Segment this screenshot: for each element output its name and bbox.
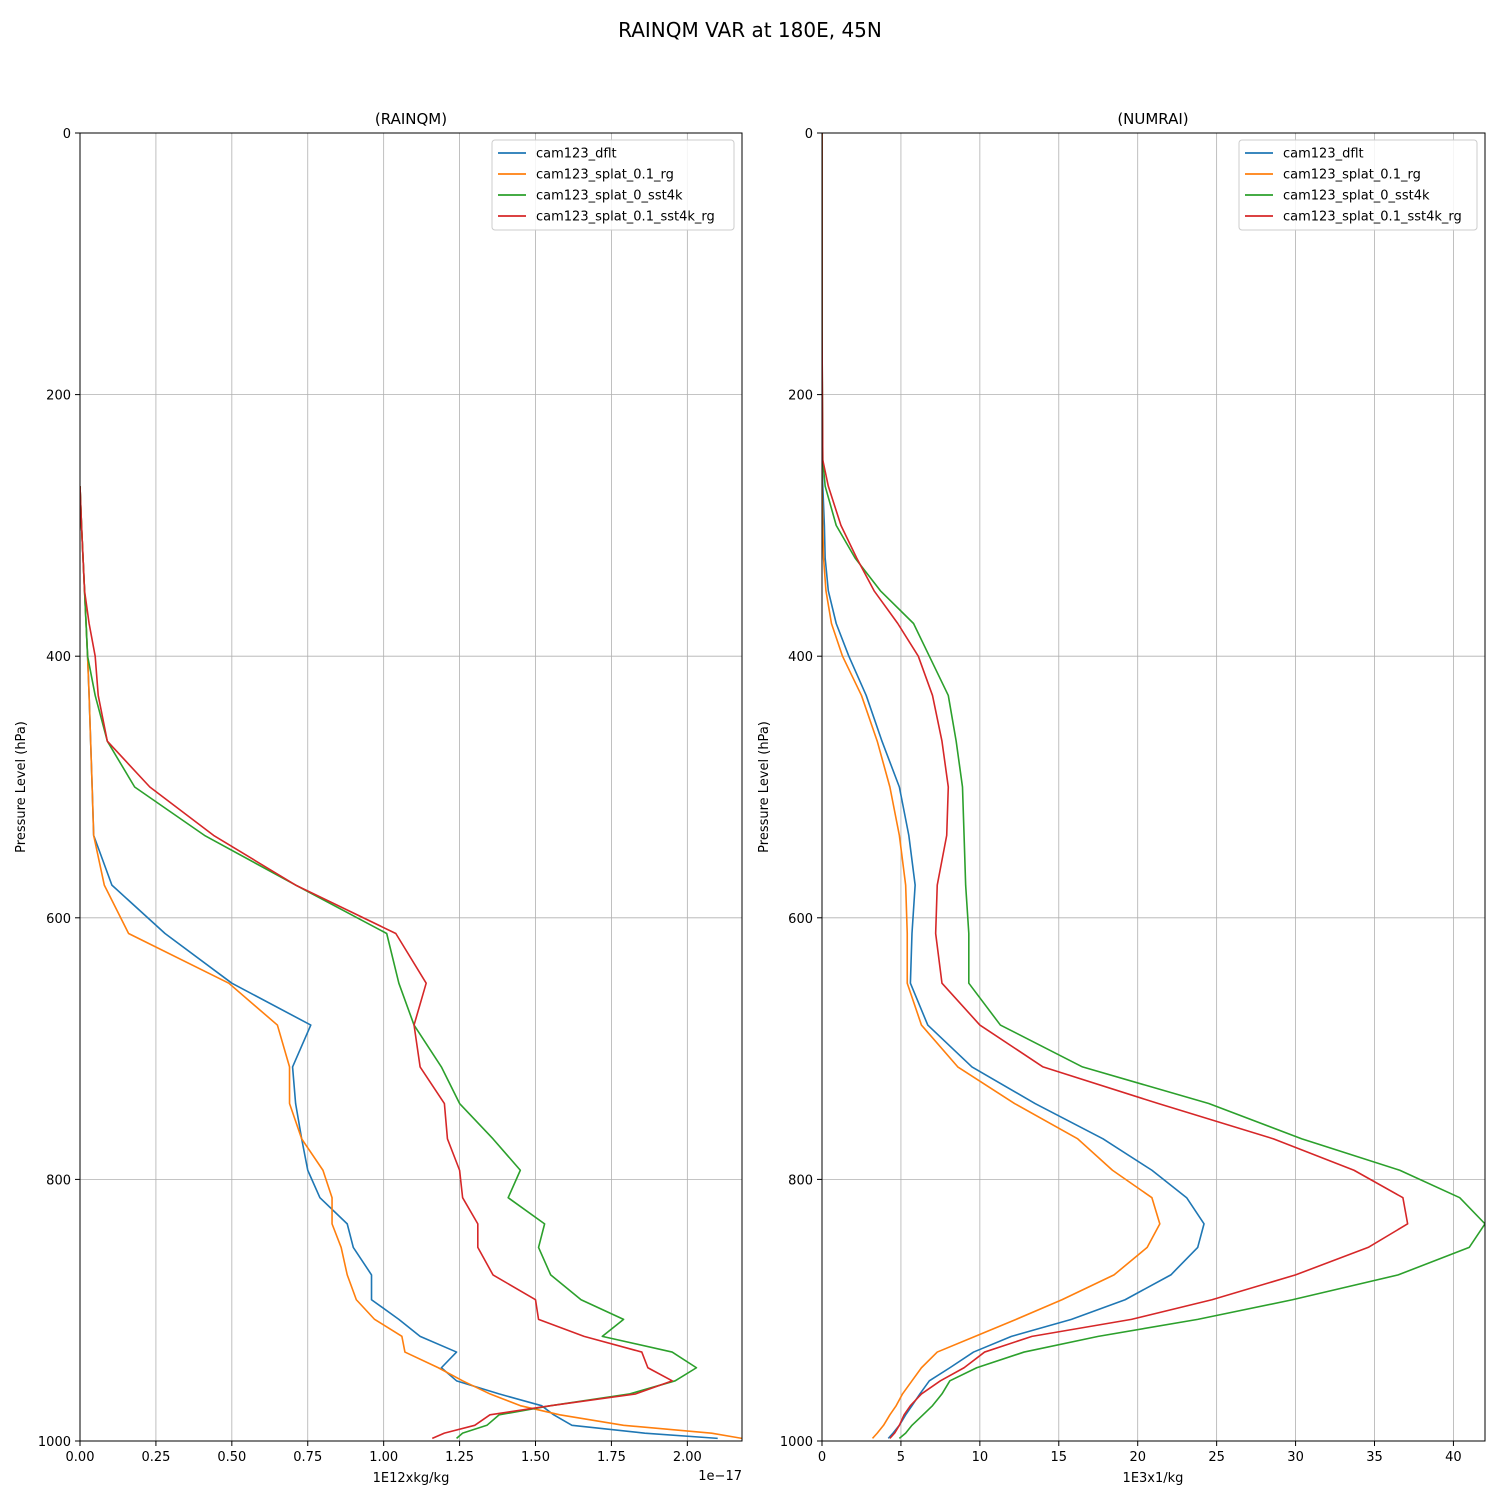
- rainqm-y-tick-label: 400: [46, 650, 71, 665]
- numrai-y-tick-label: 0: [805, 127, 813, 142]
- rainqm-x-tick-label: 1.00: [369, 1450, 398, 1465]
- rainqm-y-tick-label: 0: [63, 127, 71, 142]
- figure-title: RAINQM VAR at 180E, 45N: [618, 18, 882, 42]
- rainqm-panel-title: (RAINQM): [375, 110, 447, 128]
- numrai-series-line-0: [822, 133, 1205, 1439]
- numrai-y-tick-label: 1000: [780, 1435, 813, 1450]
- rainqm-series-line-3: [80, 486, 673, 1440]
- numrai-x-tick-label: 40: [1445, 1450, 1462, 1465]
- numrai-legend-label-3: cam123_splat_0.1_sst4k_rg: [1283, 210, 1462, 225]
- numrai-x-tick-label: 30: [1287, 1450, 1304, 1465]
- rainqm-legend-label-1: cam123_splat_0.1_rg: [536, 168, 674, 183]
- numrai-legend-label-0: cam123_dflt: [1283, 147, 1364, 162]
- numrai-legend-label-2: cam123_splat_0_sst4k: [1283, 189, 1430, 204]
- numrai-x-tick-label: 10: [972, 1450, 989, 1465]
- numrai-y-tick-label: 200: [788, 389, 813, 404]
- numrai-x-tick-label: 35: [1366, 1450, 1383, 1465]
- rainqm-x-tick-label: 0.50: [217, 1450, 246, 1465]
- rainqm-y-tick-label: 200: [46, 389, 71, 404]
- rainqm-y-tick-label: 800: [46, 1173, 71, 1188]
- numrai-y-axis-label: Pressure Level (hPa): [757, 721, 772, 853]
- rainqm-series-line-1: [80, 486, 742, 1440]
- rainqm-x-tick-label: 1.25: [445, 1450, 474, 1465]
- rainqm-legend: [491, 139, 735, 231]
- numrai-series-line-3: [822, 133, 1409, 1439]
- rainqm-panel: (RAINQM) 1E12xkg/kg Pressure Level (hPa)…: [14, 110, 743, 1486]
- numrai-panel-title: (NUMRAI): [1117, 110, 1188, 128]
- numrai-series-line-1: [822, 133, 1161, 1439]
- rainqm-x-tick-label: 1.75: [597, 1450, 626, 1465]
- numrai-legend-label-1: cam123_splat_0.1_rg: [1283, 168, 1421, 183]
- numrai-y-tick-label: 800: [788, 1173, 813, 1188]
- rainqm-x-tick-label: 0.25: [141, 1450, 170, 1465]
- rainqm-legend-label-0: cam123_dflt: [536, 147, 617, 162]
- numrai-plot-frame: [821, 132, 1486, 1442]
- numrai-x-tick-label: 15: [1051, 1450, 1068, 1465]
- rainqm-x-tick-label: 2.00: [673, 1450, 702, 1465]
- rainqm-legend-label-3: cam123_splat_0.1_sst4k_rg: [536, 210, 715, 225]
- rainqm-y-tick-label: 1000: [38, 1435, 71, 1450]
- rainqm-x-tick-label: 0.75: [293, 1450, 322, 1465]
- rainqm-plot-frame: [79, 132, 743, 1442]
- rainqm-y-axis-label: Pressure Level (hPa): [14, 721, 29, 853]
- rainqm-legend-label-2: cam123_splat_0_sst4k: [536, 189, 683, 204]
- rainqm-y-tick-label: 600: [46, 912, 71, 927]
- numrai-series-line-2: [822, 133, 1485, 1439]
- rainqm-x-offset-label: 1e−17: [698, 1469, 742, 1484]
- numrai-legend: [1238, 139, 1478, 231]
- numrai-panel: (NUMRAI) 1E3x1/kg Pressure Level (hPa) 0…: [757, 110, 1486, 1486]
- numrai-y-tick-label: 600: [788, 912, 813, 927]
- rainqm-x-axis-label: 1E12xkg/kg: [373, 1471, 450, 1486]
- numrai-x-axis-label: 1E3x1/kg: [1123, 1471, 1184, 1486]
- numrai-y-tick-label: 400: [788, 650, 813, 665]
- numrai-x-tick-label: 0: [818, 1450, 826, 1465]
- numrai-x-tick-label: 25: [1208, 1450, 1225, 1465]
- numrai-x-tick-label: 5: [897, 1450, 905, 1465]
- rainqm-x-tick-label: 1.50: [521, 1450, 550, 1465]
- numrai-x-tick-label: 20: [1129, 1450, 1146, 1465]
- rainqm-x-tick-label: 0.00: [66, 1450, 95, 1465]
